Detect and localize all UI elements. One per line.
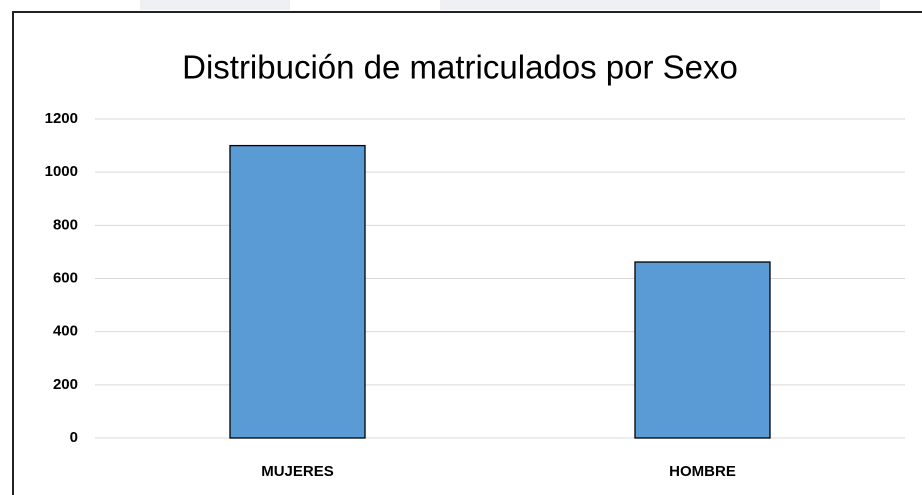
chart-title: Distribución de matriculados por Sexo bbox=[182, 49, 738, 86]
bar bbox=[634, 261, 771, 439]
bar bbox=[229, 144, 366, 439]
x-tick-label: MUJERES bbox=[261, 463, 334, 480]
y-tick-label: 1000 bbox=[45, 163, 78, 180]
y-tick-label: 800 bbox=[53, 216, 78, 233]
background-shadow bbox=[140, 0, 290, 10]
x-tick-label: HOMBRE bbox=[669, 463, 736, 480]
y-tick-label: 0 bbox=[70, 429, 78, 446]
y-tick-label: 400 bbox=[53, 323, 78, 340]
background-shadow bbox=[440, 0, 880, 10]
y-tick-label: 200 bbox=[53, 376, 78, 393]
y-tick-label: 1200 bbox=[45, 110, 78, 127]
y-tick-label: 600 bbox=[53, 269, 78, 286]
